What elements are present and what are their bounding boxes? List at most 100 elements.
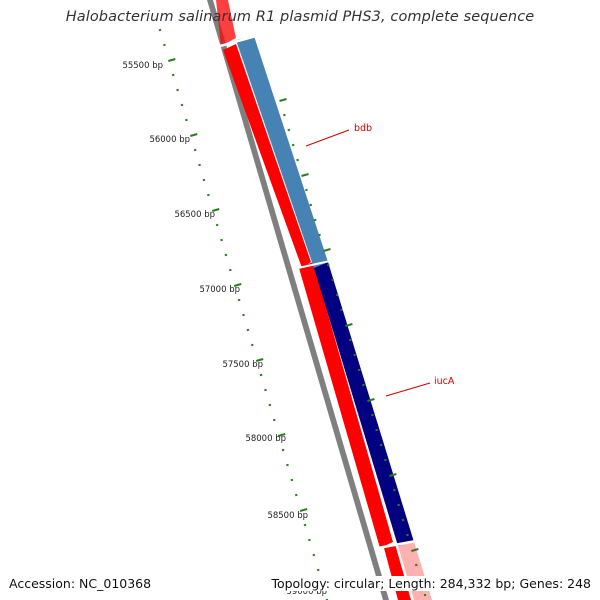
ruler-tick [193, 148, 197, 152]
ruler-tick [304, 188, 308, 192]
separator: ; [380, 576, 389, 591]
ruler-tick [392, 488, 396, 492]
ruler-tick [345, 323, 353, 327]
ruler-tick [303, 523, 307, 527]
ruler-tick [264, 388, 267, 392]
ruler-tick [237, 298, 241, 302]
ruler-tick [163, 43, 166, 47]
ruler-tick [411, 548, 419, 552]
ruler-tick [250, 343, 254, 347]
ruler-tick [268, 403, 272, 407]
ruler-ticks [158, 28, 330, 600]
ruler-tick [406, 533, 409, 537]
ruler-tick [326, 263, 330, 267]
ruler-tick [259, 373, 263, 377]
outer-ticks [279, 98, 427, 597]
forward-gene-2 [223, 44, 311, 268]
ruler-tick-label: 57500 bp [222, 360, 263, 370]
sequence-summary: Topology: circular; Length: 284,332 bp; … [271, 576, 591, 591]
ruler-tick [379, 443, 383, 447]
ruler-tick [299, 508, 308, 512]
ruler-tick [335, 293, 339, 297]
bdb-label: bdb [354, 123, 372, 134]
ruler-tick [189, 133, 198, 137]
ruler-tick [375, 428, 379, 432]
forward-gene-3 [299, 262, 393, 548]
forward-gene-1 [216, 0, 236, 46]
ruler-tick-label: 56000 bp [149, 135, 190, 145]
ruler-tick [362, 383, 365, 387]
ruler-tick [215, 223, 219, 227]
gene-gap [297, 260, 331, 269]
bdb-gene [236, 36, 328, 268]
bdb-label-leader [305, 129, 350, 147]
ruler-tick [272, 418, 276, 422]
ruler-tick [348, 338, 352, 342]
ruler-tick [246, 328, 250, 332]
gene-gap [219, 34, 257, 48]
ruler-tick-label: 56500 bp [174, 210, 215, 220]
ruler-tick [296, 158, 299, 162]
ruler-tick [279, 98, 287, 102]
ruler-tick [384, 458, 387, 462]
ruler-tick-label: 57000 bp [199, 285, 240, 295]
ruler-tick [397, 503, 401, 507]
backbone-track [207, 0, 389, 600]
ruler-tick [198, 163, 201, 167]
ruler-tick [316, 568, 320, 572]
ruler-tick-label: 59000 bp [286, 587, 327, 597]
ruler-tick [294, 493, 298, 497]
ruler-tick-label: 58000 bp [245, 434, 286, 444]
ruler-tick [228, 268, 232, 272]
ruler-tick [357, 368, 361, 372]
ruler-tick-label: 55500 bp [122, 61, 163, 71]
ruler-tick [312, 553, 316, 557]
topology-value: circular [333, 576, 381, 591]
ruler-tick [414, 563, 418, 567]
ruler-tick [233, 283, 242, 287]
genes-label: Genes: [519, 576, 564, 591]
iucA-label: iucA [434, 376, 455, 387]
ruler-tick [423, 593, 427, 597]
ruler-tick [184, 118, 188, 122]
ruler-tick [255, 358, 264, 362]
ruler-tick [331, 278, 335, 282]
ruler-tick [370, 413, 374, 417]
ruler-tick [211, 208, 220, 212]
accession-label: Accession: [9, 576, 76, 591]
ruler-tick [286, 463, 289, 467]
ruler-tick [340, 308, 343, 312]
ruler-tick [180, 103, 184, 107]
ruler-tick [168, 58, 176, 62]
ruler-tick [206, 193, 210, 197]
ruler-tick [313, 218, 317, 222]
ruler-tick [277, 433, 286, 437]
ruler-tick [301, 173, 309, 177]
ruler-tick [224, 253, 228, 257]
length-value: 284,332 bp [439, 576, 512, 591]
iucA-gene [314, 262, 414, 546]
ruler-tick [401, 518, 405, 522]
genes-value: 248 [567, 576, 591, 591]
ruler-tick [242, 313, 245, 317]
ruler-tick [158, 28, 162, 32]
accession-value: NC_010368 [79, 576, 152, 591]
ruler-tick-label: 58500 bp [267, 511, 308, 521]
ruler-tick [176, 88, 179, 92]
gene-gap [377, 539, 417, 550]
ruler-tick [290, 478, 294, 482]
accession-info: Accession: NC_010368 [9, 576, 152, 591]
ruler-tick [291, 143, 295, 147]
ruler-tick [353, 353, 357, 357]
topology-label: Topology: [271, 576, 330, 591]
ruler-tick [389, 473, 397, 477]
separator: ; [511, 576, 520, 591]
ruler-tick [308, 538, 311, 542]
ruler-tick [287, 128, 291, 132]
ruler-tick [323, 248, 331, 252]
map-title: Halobacterium salinarum R1 plasmid PHS3,… [65, 9, 535, 25]
ruler-tick [220, 238, 223, 242]
ruler-tick [281, 448, 285, 452]
ruler-tick [202, 178, 206, 182]
ruler-tick [309, 203, 313, 207]
